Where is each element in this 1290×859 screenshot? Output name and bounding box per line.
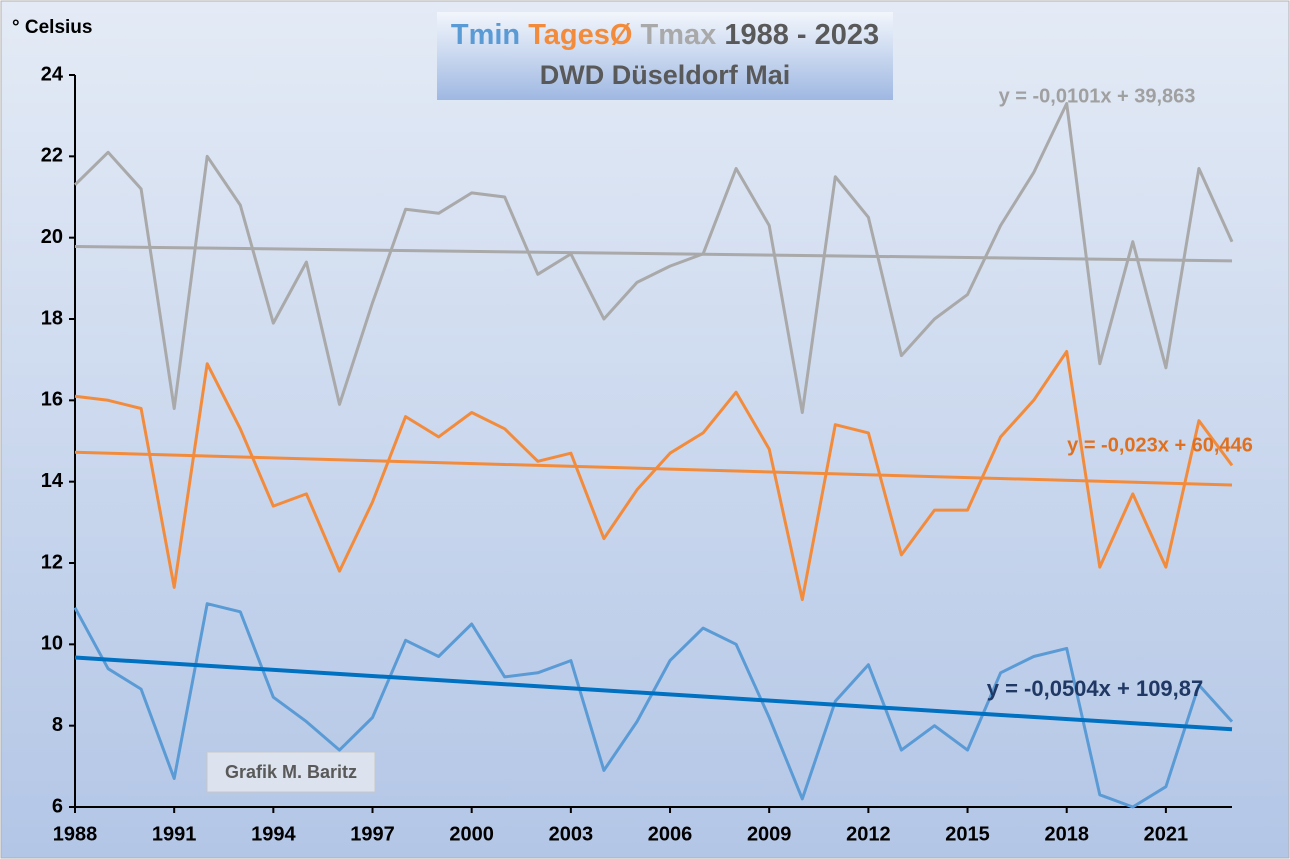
x-tick-label: 2021: [1144, 823, 1189, 845]
trend-line: [74, 450, 1233, 487]
chart-subtitle: DWD Düseldorf Mai: [540, 60, 791, 90]
x-tick-label: 1997: [350, 823, 395, 845]
y-tick-label: 8: [52, 714, 63, 736]
x-tick-label: 1994: [251, 823, 296, 845]
trend-label: y = -0,0101x + 39,863: [999, 85, 1196, 107]
y-tick-label: 22: [41, 145, 63, 167]
trend-line: [74, 244, 1233, 263]
x-tick-label: 2000: [449, 823, 494, 845]
x-tick-label: 2015: [945, 823, 990, 845]
x-tick-label: 1988: [53, 823, 98, 845]
title-series: Tmin: [451, 19, 520, 51]
y-tick-label: 20: [41, 226, 63, 248]
title-series: TagesØ: [528, 19, 632, 51]
x-tick-label: 2006: [648, 823, 693, 845]
y-tick-label: 14: [41, 470, 64, 492]
trend-label: y = -0,023x + 60,446: [1067, 434, 1253, 456]
title-series: Tmax: [640, 19, 716, 51]
chart-title: Tmin TagesØ Tmax 1988 - 2023: [451, 19, 879, 51]
y-tick-label: 12: [41, 551, 63, 573]
x-tick-label: 2003: [549, 823, 594, 845]
trend-label: y = -0,0504x + 109,87: [987, 676, 1204, 701]
series-line: [73, 102, 1234, 414]
title-years: 1988 - 2023: [724, 19, 879, 51]
annotation: Grafik M. Baritz: [225, 762, 357, 782]
y-tick-label: 6: [52, 795, 63, 817]
y-axis-label: ° Celsius: [12, 17, 92, 38]
x-tick-label: 2018: [1044, 823, 1089, 845]
y-tick-label: 24: [41, 63, 64, 85]
x-tick-label: 1991: [152, 823, 197, 845]
series-line: [73, 602, 1234, 809]
x-tick-label: 2012: [846, 823, 891, 845]
x-tick-label: 2009: [747, 823, 792, 845]
y-tick-label: 16: [41, 389, 63, 411]
y-tick-label: 18: [41, 307, 63, 329]
series-line: [74, 350, 1234, 602]
annotation-box: [206, 751, 376, 793]
trend-line: [74, 655, 1233, 732]
y-tick-label: 10: [41, 633, 63, 655]
title-box: [437, 12, 893, 100]
